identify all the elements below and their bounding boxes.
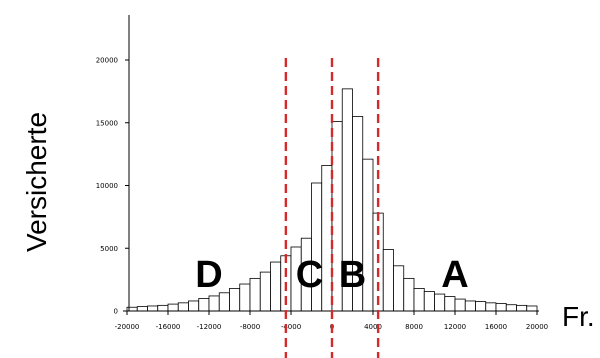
histogram-bar [434, 293, 446, 312]
histogram-bar [505, 304, 517, 312]
histogram-bar [475, 301, 487, 312]
histogram-bar [198, 298, 210, 312]
x-tick-label: -8000 [240, 323, 260, 331]
x-tick-label: 16000 [485, 323, 507, 331]
y-tick-label: 10000 [96, 182, 118, 190]
histogram-bar [444, 296, 456, 312]
region-label: A [441, 254, 468, 296]
region-label: B [339, 254, 366, 296]
y-tick-label: 0 [114, 308, 118, 316]
histogram-bar [208, 295, 220, 312]
y-axis-label: Versicherte [21, 112, 52, 252]
histogram-bar [485, 302, 497, 312]
x-tick-label: -16000 [156, 323, 181, 331]
histogram-bar [495, 303, 507, 312]
x-tick-label: -20000 [115, 323, 140, 331]
histogram-bar [413, 288, 425, 312]
histogram-bar [188, 300, 200, 312]
x-tick-label: 20000 [526, 323, 548, 331]
histogram-bar [259, 271, 271, 312]
x-tick-label: 12000 [444, 323, 466, 331]
y-tick-label: 15000 [96, 119, 118, 127]
histogram-bar [382, 249, 394, 312]
x-tick-label: -4000 [281, 323, 301, 331]
histogram-bar [454, 298, 466, 312]
histogram-bar [239, 283, 251, 312]
histogram-bar [526, 305, 538, 312]
histogram-bar [136, 306, 148, 312]
x-tick-label: 4000 [364, 323, 382, 331]
histogram-bar [167, 303, 179, 312]
histogram-bar [147, 305, 159, 312]
histogram-bar [177, 302, 189, 312]
histogram-bar [229, 288, 241, 312]
histogram-bar [321, 165, 333, 312]
histogram-bar [270, 261, 282, 312]
y-tick-label: 5000 [100, 245, 118, 253]
y-tick-label: 20000 [96, 57, 118, 65]
histogram-bar [157, 304, 169, 312]
histogram-bar [403, 277, 415, 312]
x-axis-label: Fr. [562, 301, 595, 332]
histogram-bar [464, 300, 476, 312]
x-tick-label: -12000 [197, 323, 222, 331]
region-label: C [296, 254, 323, 296]
histogram-bar [516, 304, 528, 312]
histogram-bar [423, 291, 435, 312]
x-tick-label: 8000 [405, 323, 423, 331]
histogram-bar [393, 265, 405, 312]
histogram-bar [249, 277, 261, 312]
region-label: D [195, 254, 222, 296]
